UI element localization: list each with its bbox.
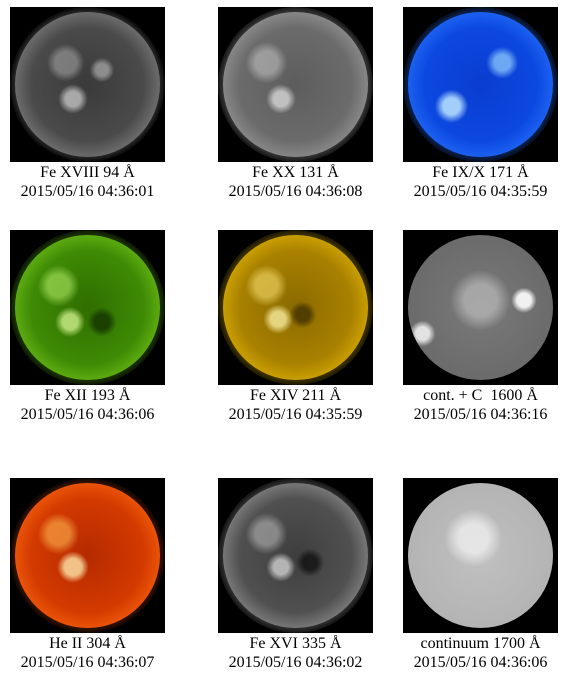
timestamp-label: 2015/05/16 04:35:59 xyxy=(413,183,548,200)
panel-continuum-1700: continuum 1700 Å 2015/05/16 04:36:06 xyxy=(393,478,564,672)
panel-fe-xvi-335: Fe XVI 335 Å 2015/05/16 04:36:02 xyxy=(208,478,383,672)
sun-disk-335 xyxy=(223,483,368,628)
panel-cont-c-1600: cont. + C 1600 Å 2015/05/16 04:36:16 xyxy=(393,230,564,424)
wavelength-label: He II 304 Å xyxy=(49,635,126,652)
panel-he-ii-304: He II 304 Å 2015/05/16 04:36:07 xyxy=(0,478,175,672)
solar-image-1600 xyxy=(403,230,558,385)
timestamp-label: 2015/05/16 04:36:01 xyxy=(20,183,155,200)
wavelength-label: Fe XX 131 Å xyxy=(252,164,339,181)
timestamp-label: 2015/05/16 04:36:06 xyxy=(413,654,548,671)
wavelength-label: Fe IX/X 171 Å xyxy=(432,164,529,181)
sun-disk-94 xyxy=(15,12,160,157)
solar-image-131 xyxy=(218,7,373,162)
solar-image-211 xyxy=(218,230,373,385)
wavelength-label: Fe XII 193 Å xyxy=(44,387,131,404)
solar-image-304 xyxy=(10,478,165,633)
wavelength-label: cont. + C 1600 Å xyxy=(423,387,538,404)
solar-image-335 xyxy=(218,478,373,633)
timestamp-label: 2015/05/16 04:36:02 xyxy=(228,654,363,671)
solar-image-193 xyxy=(10,230,165,385)
panel-fe-xii-193: Fe XII 193 Å 2015/05/16 04:36:06 xyxy=(0,230,175,424)
panel-fe-xiv-211: Fe XIV 211 Å 2015/05/16 04:35:59 xyxy=(208,230,383,424)
panel-fe-xviii-94: Fe XVIII 94 Å 2015/05/16 04:36:01 xyxy=(0,7,175,201)
solar-image-171 xyxy=(403,7,558,162)
sun-disk-171 xyxy=(408,12,553,157)
solar-image-94 xyxy=(10,7,165,162)
timestamp-label: 2015/05/16 04:36:06 xyxy=(20,406,155,423)
solar-image-1700 xyxy=(403,478,558,633)
sun-disk-1600 xyxy=(408,235,553,380)
sun-disk-1700 xyxy=(408,483,553,628)
wavelength-label: continuum 1700 Å xyxy=(420,635,541,652)
sun-disk-131 xyxy=(223,12,368,157)
wavelength-label: Fe XVI 335 Å xyxy=(249,635,342,652)
panel-fe-ix-x-171: Fe IX/X 171 Å 2015/05/16 04:35:59 xyxy=(393,7,564,201)
wavelength-label: Fe XIV 211 Å xyxy=(249,387,342,404)
panel-fe-xx-131: Fe XX 131 Å 2015/05/16 04:36:08 xyxy=(208,7,383,201)
sun-disk-193 xyxy=(15,235,160,380)
wavelength-label: Fe XVIII 94 Å xyxy=(40,164,135,181)
timestamp-label: 2015/05/16 04:36:16 xyxy=(413,406,548,423)
timestamp-label: 2015/05/16 04:35:59 xyxy=(228,406,363,423)
timestamp-label: 2015/05/16 04:36:07 xyxy=(20,654,155,671)
timestamp-label: 2015/05/16 04:36:08 xyxy=(228,183,363,200)
sun-disk-304 xyxy=(15,483,160,628)
sun-disk-211 xyxy=(223,235,368,380)
